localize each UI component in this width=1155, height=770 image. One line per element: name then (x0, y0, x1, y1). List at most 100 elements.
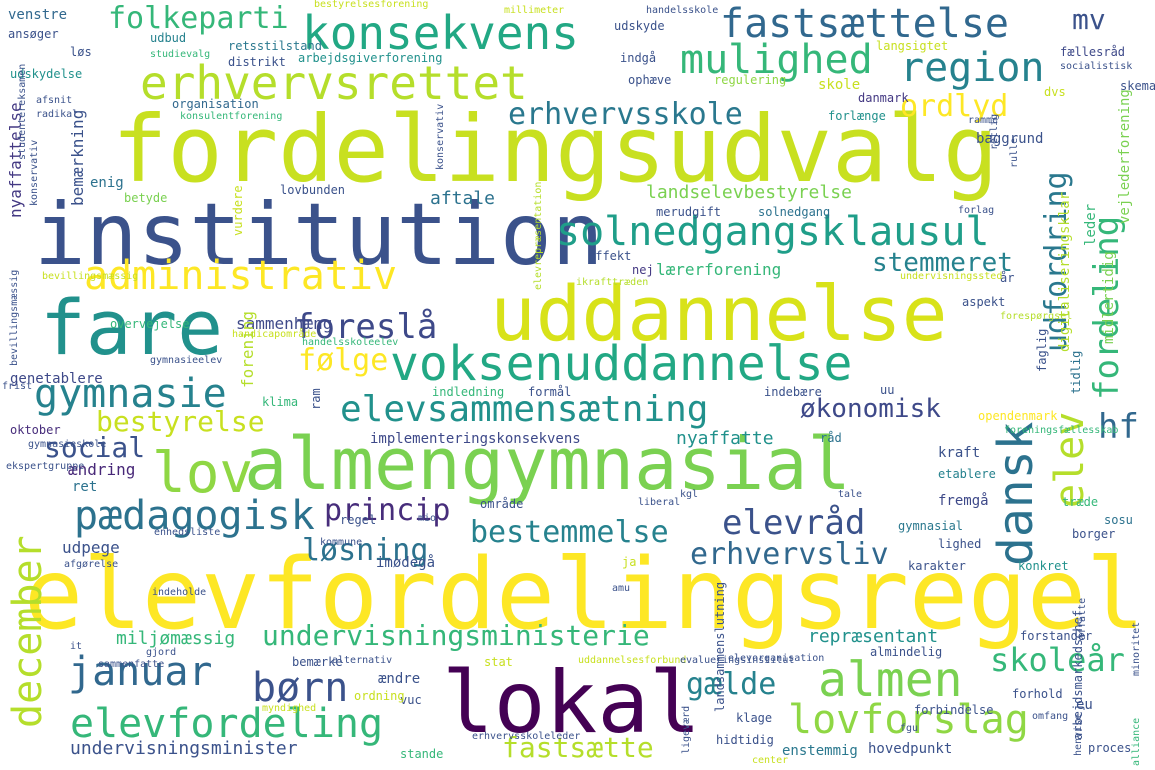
word-kommune: enhedsliste (154, 527, 221, 538)
word-aftale: aftale (430, 188, 496, 209)
word-aendring: ændring (68, 460, 136, 479)
word-forbindelse: forbindelse (914, 703, 994, 717)
word-langsigtet: langsigtet (876, 39, 949, 53)
word-skema: skema (1120, 79, 1155, 93)
word-foreslaa: foreslå (294, 307, 438, 347)
word-borger: borger (1072, 527, 1116, 541)
word-nyaffatte: nyaffatte (676, 428, 774, 449)
word-baggrund: baggrund (976, 131, 1044, 147)
word-boern: børn (252, 665, 349, 711)
word-ordlyd: ordlyd (900, 89, 1009, 124)
word-mulighed: mulighed (680, 37, 873, 83)
word-fremgaa: fremgå (938, 493, 989, 509)
word-overvejelse: overvejelse (110, 317, 190, 331)
word-affatte: center (752, 755, 789, 766)
word-udpege: udpege (62, 538, 120, 557)
word-stemmeret: stemmeret (872, 248, 1013, 278)
word-retsstilstand: retsstilstand (228, 39, 322, 53)
word-region: region (900, 45, 1045, 91)
word-rulle: rulle (1009, 137, 1020, 168)
word-konsulentforening: konsulentforening (180, 111, 283, 122)
word-oktober: oktober (10, 423, 61, 437)
word-januar: januar (68, 649, 213, 695)
word-lovforslag: lovforslag (788, 697, 1029, 743)
word-loes: løs (70, 45, 92, 59)
word-elevfordeling: elevfordeling (70, 701, 384, 747)
word-ansoeger: ansøger (8, 27, 59, 41)
word-distrikt: distrikt (228, 55, 286, 69)
word-ja: ja (622, 555, 637, 569)
word-enstemmig: enstemmig (782, 743, 858, 759)
word-erhvervsliv: erhvervsliv (690, 537, 889, 572)
word-miljoemaessig: miljømæssig (116, 628, 236, 649)
word-kgl: frist (2, 381, 33, 392)
word-udbud: udbud (150, 31, 187, 45)
word-handelsskoleelev: handelsskoleelev (302, 337, 399, 348)
word-gymnasial: gymnasial (898, 519, 964, 533)
word-uu: uu (880, 383, 895, 397)
word-traede: træde (1062, 495, 1099, 509)
word-konservativ: konservativ (29, 139, 40, 206)
word-ekspertgruppe: foreningsfællesskab (1004, 425, 1119, 436)
word-gymnasieelev: bevillingsmæssig (9, 269, 20, 366)
word-bestemmelse: bestemmelse (470, 515, 669, 550)
word-klage: klage (736, 711, 773, 725)
word-skole: skole (818, 77, 861, 93)
word-fare: fare (40, 283, 224, 372)
word-landselevbestyrelse: landselevbestyrelse (646, 182, 852, 203)
word-ordning: ordning (354, 689, 405, 703)
word-myndighed: evalueringsinstitut (680, 655, 795, 666)
word-socialistisk: socialistisk (1060, 61, 1133, 72)
word-undervisningssted: undervisningssted (900, 271, 1003, 282)
word-klima: klima (262, 395, 299, 409)
word-vurdere: vurdere (231, 185, 245, 236)
word-dvs: dvs (1044, 85, 1066, 99)
word-opendenmark: opendenmark (978, 409, 1058, 423)
word-stat: stat (484, 655, 513, 669)
word-bevillingsmaessig: elevrepræsentation (533, 181, 544, 290)
word-aendre: ændre (378, 671, 421, 687)
word-laererforening: lærerforening (656, 260, 782, 279)
word-lov: lov (152, 441, 254, 506)
word-vejlederforening: vejlederforening (1117, 89, 1133, 224)
word-faellesraad: fællesråd (1060, 45, 1126, 59)
word-foreningsfaellesskab: kgl (680, 489, 699, 500)
word-it: indeholde (152, 587, 207, 598)
word-konsekvens: konsekvens (302, 6, 579, 60)
word-skoleaar: skoleår (990, 641, 1125, 679)
word-oekonomisk: økonomisk (800, 394, 941, 424)
word-afsnit: afsnit (36, 95, 73, 106)
word-undervisningsministerie: undervisningsministerie (262, 619, 650, 652)
word-studentereksamen: studentereksamen (17, 63, 28, 160)
word-foelge: følge (298, 343, 389, 378)
word-indebaere: indebære (764, 385, 822, 399)
word-fastsaette: fastsætte (502, 731, 654, 764)
word-faglig: faglig (1035, 328, 1049, 372)
word-uddannelse: uddannelse (490, 269, 948, 358)
word-lighed: lighed (938, 537, 982, 551)
word-princip: princip (324, 493, 451, 528)
word-etablere: etablere (938, 467, 996, 481)
word-forespoergsel: forespørgsel (1000, 311, 1073, 322)
word-radikal: radikal (36, 109, 79, 120)
word-konkret: konkret (1018, 559, 1069, 573)
word-leder: leder (1083, 203, 1099, 246)
word-amu: afgørelse (64, 559, 119, 570)
word-indgaa: indgå (620, 51, 657, 65)
word-omfang: fgu (900, 723, 919, 734)
word-solnedgang: solnedgang (758, 205, 831, 219)
word-gaelde: gælde (686, 667, 777, 702)
word-eu: eu (1076, 697, 1093, 713)
word-vuc: vuc (400, 693, 422, 707)
word-studievalg: studievalg (150, 49, 211, 60)
word-omraade: område (480, 497, 524, 511)
word-arbejdsgiverforening: arbejdsgiverforening (298, 51, 443, 65)
word-udskyde: udskyde (614, 19, 665, 33)
word-bestyrelse: bestyrelse (96, 405, 265, 438)
word-hf: hf (1098, 407, 1139, 447)
word-ramme: ramme (968, 115, 999, 126)
word-fastsaettelse: fastsættelse (720, 1, 1009, 47)
word-minoritet: omfang (1032, 711, 1069, 722)
word-almengymnasial: almengymnasial (244, 422, 851, 506)
